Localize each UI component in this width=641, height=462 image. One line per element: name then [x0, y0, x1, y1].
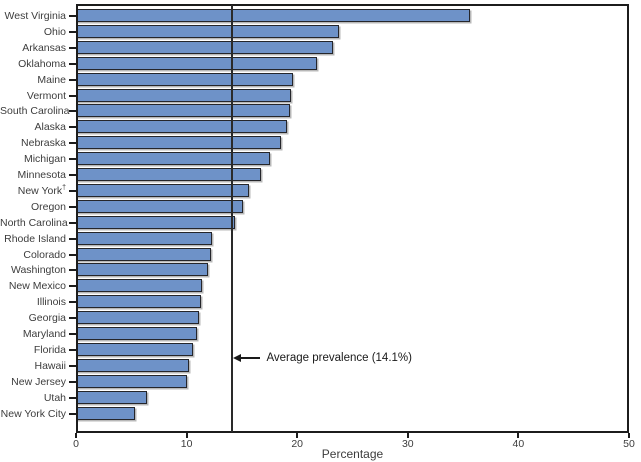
category-label: Arkansas: [22, 41, 66, 54]
y-tick: [69, 142, 76, 145]
bar: [76, 327, 197, 340]
y-tick: [69, 46, 76, 49]
y-tick: [69, 78, 76, 81]
y-tick: [69, 396, 76, 399]
x-tick: [185, 433, 188, 438]
x-tick-label: 20: [291, 438, 304, 450]
category-label: New Jersey: [11, 375, 66, 388]
y-tick: [69, 333, 76, 335]
bar: [76, 88, 291, 102]
left-arrow-icon: [233, 354, 242, 362]
bar: [76, 358, 189, 372]
bar: [76, 183, 249, 197]
y-tick: [69, 317, 76, 320]
category-label: Rhode Island: [4, 232, 66, 245]
category-label: Ohio: [43, 25, 66, 38]
category-label: Colorado: [23, 248, 66, 261]
bar: [76, 104, 290, 118]
y-tick: [69, 30, 76, 33]
footnote-dagger: †: [62, 184, 66, 192]
x-tick: [628, 433, 630, 438]
y-tick: [69, 412, 76, 415]
bar: [76, 247, 212, 261]
y-tick: [69, 364, 76, 367]
bar: [76, 406, 135, 420]
x-tick: [75, 433, 77, 438]
bar: [76, 72, 293, 86]
y-tick: [69, 301, 76, 304]
bar: [76, 215, 236, 229]
category-label: New Mexico: [8, 280, 66, 293]
category-label: Michigan: [23, 153, 66, 166]
bar: [76, 40, 333, 54]
category-label: New York†: [17, 184, 66, 197]
bar: [76, 9, 470, 22]
category-label: South Carolina: [0, 105, 70, 118]
category-label: Maine: [37, 73, 66, 86]
y-tick: [69, 189, 76, 192]
y-tick: [69, 94, 76, 97]
y-tick: [69, 62, 76, 65]
category-label: Florida: [33, 343, 66, 356]
y-tick: [69, 237, 76, 240]
category-label: Minnesota: [17, 169, 66, 181]
y-tick: [69, 15, 76, 17]
bar: [76, 263, 208, 277]
y-tick: [69, 158, 76, 161]
bar: [76, 311, 199, 325]
category-label: Vermont: [26, 89, 66, 102]
x-tick-label: 50: [623, 438, 635, 450]
category-label: Georgia: [28, 312, 66, 325]
y-tick: [69, 126, 76, 129]
category-label: Maryland: [22, 328, 66, 340]
category-label: Hawaii: [34, 359, 66, 372]
category-label: New York City: [0, 407, 66, 420]
bar: [76, 24, 340, 38]
category-label: Utah: [43, 391, 66, 404]
y-tick: [69, 174, 76, 176]
bar: [76, 374, 187, 388]
left-arrow-shaft: [241, 357, 261, 359]
x-tick-label: 30: [401, 438, 414, 450]
bar: [76, 56, 318, 70]
y-tick: [69, 269, 76, 272]
bar: [76, 199, 244, 213]
bar: [76, 231, 213, 245]
bar: [76, 168, 261, 181]
y-tick: [69, 253, 76, 256]
y-tick: [69, 110, 76, 113]
x-tick-label: 10: [180, 438, 193, 450]
y-tick: [69, 221, 76, 224]
x-tick-label: 40: [512, 438, 525, 450]
y-tick: [69, 205, 76, 208]
x-tick: [296, 433, 299, 438]
bar: [76, 136, 281, 150]
y-tick: [69, 380, 76, 383]
bar: [76, 120, 288, 134]
x-axis-title: Percentage: [321, 447, 384, 461]
bar: [76, 390, 147, 404]
average-annotation: Average prevalence (14.1%): [233, 351, 412, 365]
category-label: Washington: [10, 264, 66, 277]
category-label: Oregon: [30, 200, 66, 213]
bar: [76, 279, 203, 293]
category-label: Oklahoma: [18, 57, 66, 70]
x-tick: [406, 433, 409, 438]
category-label: North Carolina: [0, 216, 68, 229]
average-reference-line: [231, 5, 233, 432]
category-label: Illinois: [36, 296, 66, 309]
average-annotation-label: Average prevalence (14.1%): [266, 352, 412, 364]
y-tick: [69, 348, 76, 351]
category-label: West Virginia: [4, 10, 66, 22]
category-label: Alaska: [34, 121, 66, 134]
y-tick: [69, 285, 76, 288]
x-tick: [517, 433, 520, 438]
bar: [76, 342, 194, 356]
bar: [76, 295, 202, 309]
category-label: Nebraska: [21, 137, 66, 150]
bar: [76, 152, 270, 166]
x-tick-label: 0: [73, 438, 79, 450]
